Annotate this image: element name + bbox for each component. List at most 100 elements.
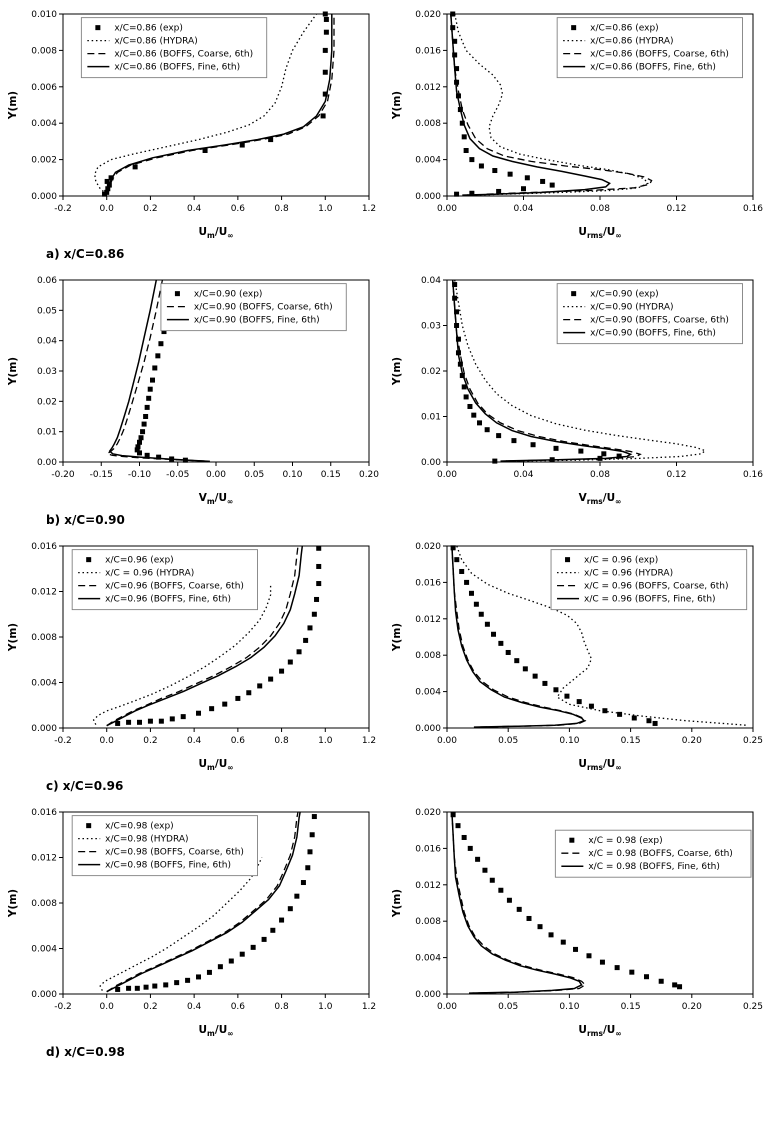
x-axis-label: Urms/U∞ xyxy=(578,1024,621,1038)
legend: x/C = 0.96 (exp) x/C = 0.96 (HYDRA) x/C = … xyxy=(550,549,748,611)
svg-text:0.008: 0.008 xyxy=(415,917,441,927)
section-caption-b: b) x/C=0.90 xyxy=(46,513,125,527)
svg-text:0.10: 0.10 xyxy=(559,736,579,746)
svg-text:0.20: 0.20 xyxy=(359,470,379,480)
svg-text:0.6: 0.6 xyxy=(231,204,246,214)
svg-text:0.00: 0.00 xyxy=(421,458,441,468)
figure-row-a: -0.2 0.0 0.2 0.4 0.6 0.8 1.0 1.2 0.000 0.002 0.004… xyxy=(0,4,772,242)
figure-page: -0.2 0.0 0.2 0.4 0.6 0.8 1.0 1.2 0.000 0.002 0.004… xyxy=(0,4,772,1059)
svg-text:0.02: 0.02 xyxy=(37,397,57,407)
legend: x/C=0.96 (exp) x/C = 0.96 (HYDRA) x/C=0.96… xyxy=(71,549,258,611)
axes: 0.00 0.04 0.08 0.12 0.16 0.000 0.004 0.008 0.012… xyxy=(415,10,763,214)
axes: 0.00 0.05 0.10 0.15 0.20 0.25 0.000 0.004 0.008 0… xyxy=(415,542,763,746)
y-axis-label: Y(m) xyxy=(391,91,403,120)
svg-text:1.2: 1.2 xyxy=(362,1002,376,1012)
svg-text:0.012: 0.012 xyxy=(31,588,57,598)
svg-text:0.01: 0.01 xyxy=(37,428,57,438)
legend-label: x/C=0.86 (BOFFS, Coarse, 6th) xyxy=(590,50,729,60)
svg-text:0.03: 0.03 xyxy=(37,367,57,377)
legend-label: x/C=0.90 (HYDRA) xyxy=(590,303,673,313)
svg-text:0.16: 0.16 xyxy=(743,470,763,480)
svg-text:0.00: 0.00 xyxy=(437,470,457,480)
x-axis-label: Um/U∞ xyxy=(199,226,234,240)
svg-text:0.12: 0.12 xyxy=(666,470,686,480)
legend-label: x/C=0.86 (BOFFS, Fine, 6th) xyxy=(114,63,240,73)
figure-row-d: -0.2 0.0 0.2 0.4 0.6 0.8 1.0 1.2 0.000 0.004 0.008… xyxy=(0,802,772,1040)
y-axis-label: Y(m) xyxy=(391,623,403,652)
svg-text:0.15: 0.15 xyxy=(621,1002,641,1012)
svg-text:0.6: 0.6 xyxy=(231,1002,246,1012)
svg-text:0.20: 0.20 xyxy=(682,1002,702,1012)
series xyxy=(105,279,210,463)
legend-label: x/C=0.90 (BOFFS, Coarse, 6th) xyxy=(194,303,333,313)
series-dashed-line xyxy=(105,279,207,462)
chart-d-left-mean-velocity: -0.2 0.0 0.2 0.4 0.6 0.8 1.0 1.2 0.000 0.004 0.008… xyxy=(3,802,385,1040)
x-axis-label: Urms/U∞ xyxy=(578,758,621,772)
series-solid-line xyxy=(450,13,611,196)
y-axis-label: Y(m) xyxy=(391,357,403,386)
svg-text:0.2: 0.2 xyxy=(143,204,157,214)
legend: x/C=0.90 (exp) x/C=0.90 (HYDRA) x/C=0.90 (… xyxy=(556,283,743,345)
svg-text:0.04: 0.04 xyxy=(513,470,533,480)
svg-text:0.004: 0.004 xyxy=(415,156,441,166)
legend-label: x/C = 0.98 (exp) xyxy=(588,836,662,846)
svg-text:0.05: 0.05 xyxy=(244,470,264,480)
svg-text:-0.2: -0.2 xyxy=(54,204,72,214)
svg-text:0.8: 0.8 xyxy=(274,736,289,746)
legend-label: x/C = 0.96 (HYDRA) xyxy=(584,569,673,579)
svg-text:0.4: 0.4 xyxy=(187,1002,202,1012)
svg-text:0.01: 0.01 xyxy=(421,413,441,423)
svg-text:0.006: 0.006 xyxy=(31,83,57,93)
x-axis-label: Urms/U∞ xyxy=(578,226,621,240)
svg-text:0.016: 0.016 xyxy=(31,808,57,818)
svg-text:0.008: 0.008 xyxy=(31,899,57,909)
chart-d-right-rms-velocity: 0.00 0.05 0.10 0.15 0.20 0.25 0.000 0.004 0.008 0… xyxy=(387,802,769,1040)
legend-label: x/C=0.86 (BOFFS, Coarse, 6th) xyxy=(114,50,253,60)
series-solid-line xyxy=(108,279,210,463)
series-exp-markers xyxy=(115,545,322,726)
svg-text:0.00: 0.00 xyxy=(37,458,57,468)
series-exp-markers xyxy=(450,545,658,726)
series-solid-line xyxy=(451,811,583,994)
svg-text:0.008: 0.008 xyxy=(31,633,57,643)
svg-text:0.012: 0.012 xyxy=(415,83,441,93)
svg-text:0.04: 0.04 xyxy=(421,276,441,286)
legend-label: x/C=0.90 (BOFFS, Fine, 6th) xyxy=(590,329,716,339)
legend-label: x/C = 0.98 (BOFFS, Coarse, 6th) xyxy=(588,849,732,859)
legend: x/C=0.90 (exp) x/C=0.90 (BOFFS, Coarse, 6… xyxy=(160,283,347,332)
series-dashed-line xyxy=(452,279,642,462)
legend-marker-square xyxy=(86,557,92,563)
chart-a-left-mean-velocity: -0.2 0.0 0.2 0.4 0.6 0.8 1.0 1.2 0.000 0.002 0.004… xyxy=(3,4,385,242)
section-caption-c: c) x/C=0.96 xyxy=(46,779,124,793)
series xyxy=(451,279,707,464)
svg-text:1.2: 1.2 xyxy=(362,204,376,214)
svg-text:0.000: 0.000 xyxy=(415,990,441,1000)
svg-text:0.004: 0.004 xyxy=(415,688,441,698)
legend-marker-square xyxy=(95,25,101,31)
legend-marker-square xyxy=(569,837,575,843)
svg-text:0.2: 0.2 xyxy=(143,736,157,746)
svg-text:0.00: 0.00 xyxy=(437,1002,457,1012)
y-axis-label: Y(m) xyxy=(7,623,19,652)
svg-text:0.012: 0.012 xyxy=(415,881,441,891)
y-axis-label: Y(m) xyxy=(391,889,403,918)
legend-label: x/C=0.86 (HYDRA) xyxy=(590,37,673,47)
svg-text:0.002: 0.002 xyxy=(31,156,57,166)
svg-text:0.000: 0.000 xyxy=(415,192,441,202)
legend-marker-square xyxy=(565,557,571,563)
legend-marker-square xyxy=(571,25,577,31)
svg-text:0.000: 0.000 xyxy=(415,724,441,734)
svg-text:0.016: 0.016 xyxy=(31,542,57,552)
svg-text:0.008: 0.008 xyxy=(31,46,57,56)
chart-svg-c-right: 0.00 0.05 0.10 0.15 0.20 0.25 0.000 0.004 0.008 0… xyxy=(387,536,769,774)
svg-text:0.04: 0.04 xyxy=(37,337,57,347)
series-dashed-line xyxy=(450,13,653,195)
legend-label: x/C = 0.96 (BOFFS, Coarse, 6th) xyxy=(584,582,728,592)
svg-text:0.008: 0.008 xyxy=(415,651,441,661)
svg-text:0.2: 0.2 xyxy=(143,1002,157,1012)
legend-label: x/C = 0.96 (exp) xyxy=(584,556,658,566)
svg-text:0.05: 0.05 xyxy=(498,736,518,746)
svg-text:-0.2: -0.2 xyxy=(54,1002,72,1012)
series xyxy=(99,811,317,993)
svg-text:0.0: 0.0 xyxy=(100,736,115,746)
